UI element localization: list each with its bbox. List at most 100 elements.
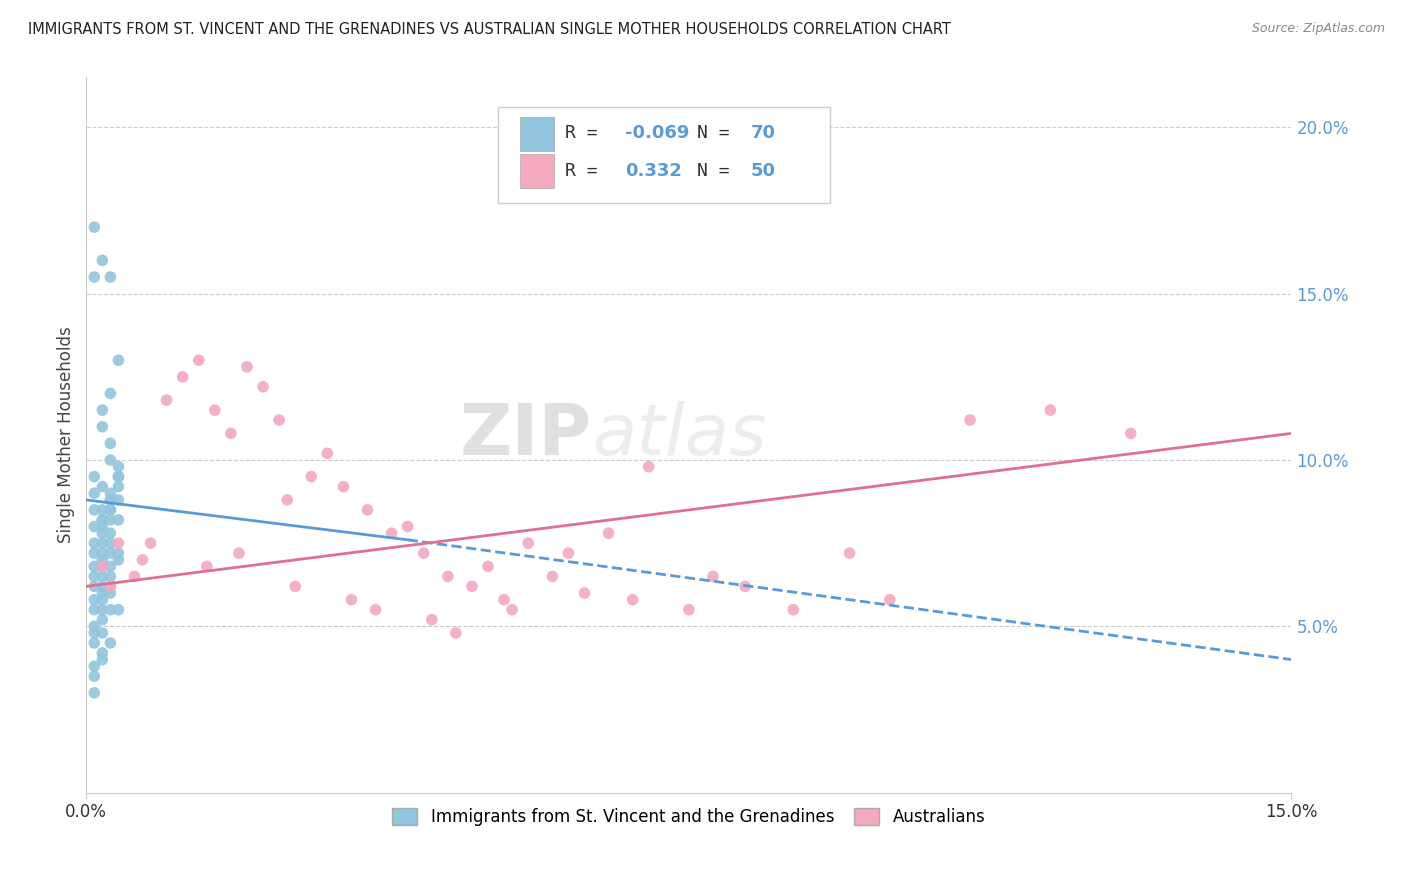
Point	[172, 369, 194, 384]
Point	[107, 546, 129, 560]
Point	[91, 519, 114, 533]
Point	[316, 446, 339, 460]
Point	[100, 486, 122, 500]
Point	[107, 469, 129, 483]
Point	[100, 586, 122, 600]
Point	[83, 626, 105, 640]
Point	[269, 413, 291, 427]
Point	[187, 353, 209, 368]
Point	[91, 626, 114, 640]
Text: N =: N =	[697, 162, 741, 180]
Point	[356, 503, 378, 517]
Point	[91, 553, 114, 567]
Point	[477, 559, 499, 574]
Y-axis label: Single Mother Households: Single Mother Households	[58, 326, 75, 543]
Point	[107, 513, 129, 527]
Point	[83, 592, 105, 607]
Point	[959, 413, 981, 427]
Point	[1119, 426, 1142, 441]
Point	[139, 536, 162, 550]
Point	[412, 546, 434, 560]
Point	[91, 592, 114, 607]
Point	[107, 469, 129, 483]
Point	[83, 270, 105, 285]
Point	[91, 559, 114, 574]
Point	[100, 386, 122, 401]
Point	[83, 659, 105, 673]
Point	[1039, 403, 1062, 417]
Point	[83, 546, 105, 560]
Point	[131, 553, 153, 567]
Point	[236, 359, 259, 374]
Point	[83, 559, 105, 574]
Point	[734, 579, 756, 593]
Point	[91, 613, 114, 627]
Text: IMMIGRANTS FROM ST. VINCENT AND THE GRENADINES VS AUSTRALIAN SINGLE MOTHER HOUSE: IMMIGRANTS FROM ST. VINCENT AND THE GREN…	[28, 22, 950, 37]
Point	[782, 603, 804, 617]
FancyBboxPatch shape	[499, 107, 830, 202]
Point	[637, 459, 659, 474]
Point	[100, 453, 122, 467]
Text: 50: 50	[751, 162, 775, 180]
Point	[91, 513, 114, 527]
Text: Source: ZipAtlas.com: Source: ZipAtlas.com	[1251, 22, 1385, 36]
Point	[444, 626, 467, 640]
Point	[83, 469, 105, 483]
Point	[91, 536, 114, 550]
Text: atlas: atlas	[592, 401, 768, 469]
Point	[83, 220, 105, 235]
Point	[83, 636, 105, 650]
Point	[557, 546, 579, 560]
Point	[83, 603, 105, 617]
Point	[678, 603, 700, 617]
Text: -0.069: -0.069	[626, 123, 689, 142]
Point	[598, 526, 620, 541]
Point	[91, 559, 114, 574]
Point	[461, 579, 484, 593]
Point	[100, 492, 122, 507]
Point	[100, 526, 122, 541]
Point	[83, 579, 105, 593]
Point	[381, 526, 404, 541]
Text: 0.332: 0.332	[626, 162, 682, 180]
Point	[156, 393, 179, 408]
Point	[83, 619, 105, 633]
Point	[702, 569, 724, 583]
Point	[252, 380, 274, 394]
Point	[437, 569, 460, 583]
Point	[276, 492, 298, 507]
Point	[204, 403, 226, 417]
Point	[100, 579, 122, 593]
Point	[83, 569, 105, 583]
Point	[100, 559, 122, 574]
Point	[541, 569, 564, 583]
Point	[91, 253, 114, 268]
Point	[100, 579, 122, 593]
Point	[124, 569, 146, 583]
Point	[83, 519, 105, 533]
Point	[100, 636, 122, 650]
Point	[195, 559, 218, 574]
Point	[228, 546, 250, 560]
Point	[107, 603, 129, 617]
Point	[364, 603, 387, 617]
Point	[879, 592, 901, 607]
Point	[100, 503, 122, 517]
Point	[396, 519, 419, 533]
Point	[100, 503, 122, 517]
Point	[100, 603, 122, 617]
Point	[100, 270, 122, 285]
Point	[219, 426, 242, 441]
Point	[494, 592, 516, 607]
Point	[100, 546, 122, 560]
Point	[107, 536, 129, 550]
Text: N =: N =	[697, 123, 741, 142]
Point	[83, 669, 105, 683]
Point	[621, 592, 644, 607]
Point	[100, 569, 122, 583]
Point	[107, 480, 129, 494]
Text: R =: R =	[565, 123, 609, 142]
Point	[91, 526, 114, 541]
Point	[284, 579, 307, 593]
Point	[91, 403, 114, 417]
